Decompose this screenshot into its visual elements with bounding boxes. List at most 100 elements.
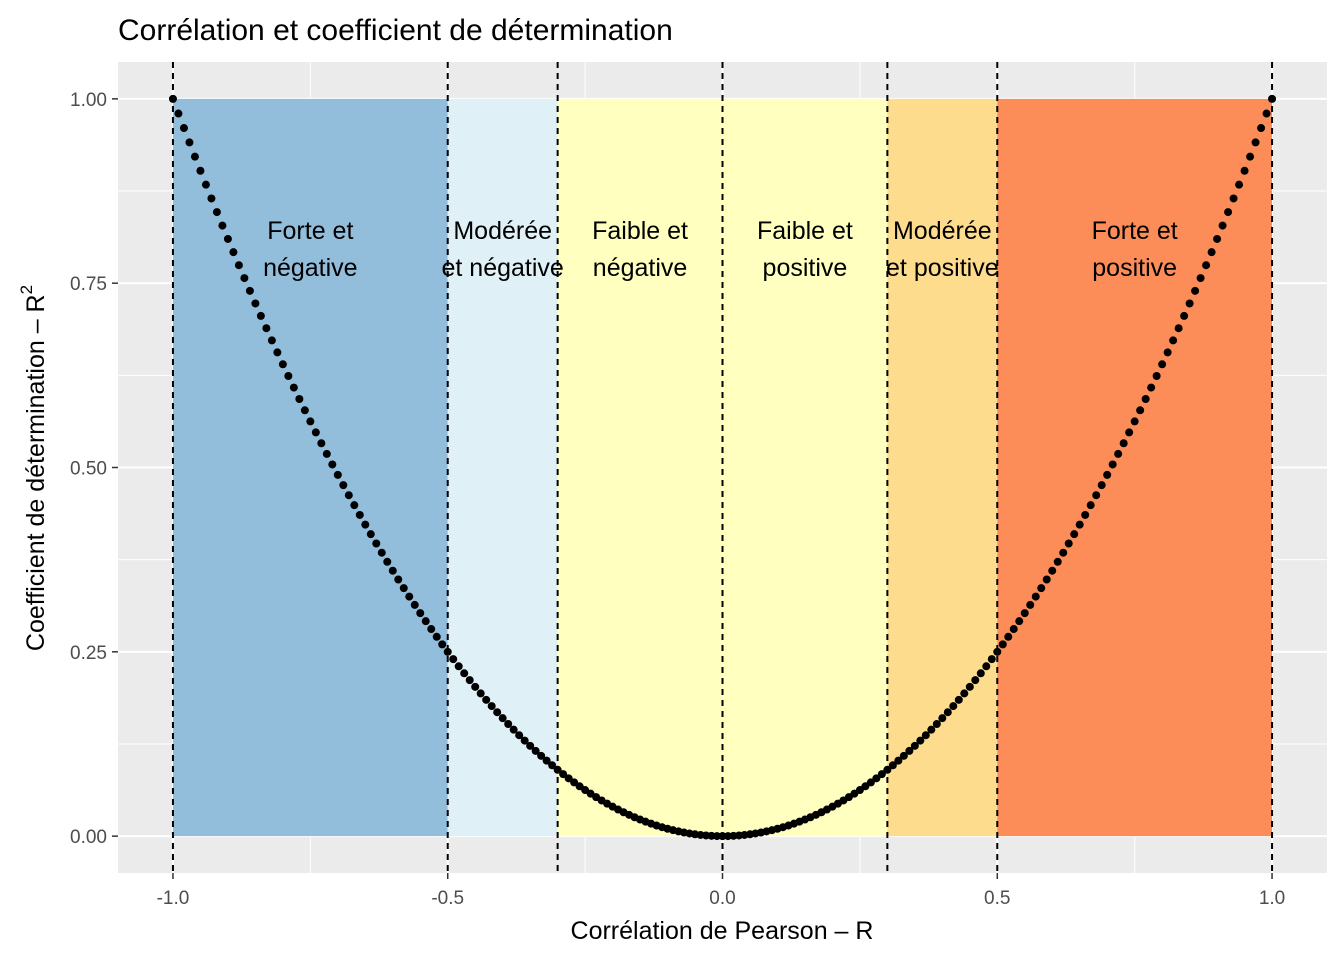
data-point (542, 756, 551, 765)
data-point (190, 152, 199, 161)
data-point (1196, 274, 1205, 283)
data-point (1147, 383, 1156, 392)
data-point (1191, 286, 1200, 295)
data-point (185, 138, 194, 147)
y-tick-label: 0.50 (70, 459, 107, 480)
scatter-points (168, 94, 1277, 841)
data-point (284, 372, 293, 381)
data-point (1004, 632, 1013, 641)
data-point (1130, 417, 1139, 426)
data-point (218, 221, 227, 230)
zone-rect (887, 98, 998, 837)
data-point (262, 324, 271, 333)
data-point (1125, 428, 1134, 437)
data-point (454, 662, 463, 671)
data-point (1042, 575, 1051, 584)
x-tick-label: 0.5 (984, 888, 1010, 909)
data-point (515, 731, 524, 740)
data-point (405, 592, 414, 601)
data-point (1213, 234, 1222, 243)
data-point (927, 725, 936, 734)
data-point (251, 299, 260, 308)
data-point (306, 417, 315, 426)
zone-label-line: négative (263, 254, 358, 282)
data-point (537, 751, 546, 760)
data-point (1202, 261, 1211, 270)
data-point (399, 584, 408, 593)
data-point (993, 647, 1002, 656)
data-point (493, 708, 502, 717)
zone-label-line: Forte et (267, 217, 353, 245)
data-point (443, 647, 452, 656)
data-point (938, 714, 947, 723)
data-point (1097, 481, 1106, 490)
data-point (427, 625, 436, 634)
data-point (487, 702, 496, 711)
data-point (943, 708, 952, 717)
data-point (460, 669, 469, 678)
zone-rect (172, 98, 448, 837)
data-point (295, 395, 304, 404)
y-tick-label: 0.00 (70, 827, 107, 848)
data-point (482, 695, 491, 704)
data-point (449, 655, 458, 664)
zone-label: Faible et positive (757, 217, 853, 282)
data-point (410, 600, 419, 609)
data-point (476, 689, 485, 698)
data-point (916, 736, 925, 745)
data-point (432, 632, 441, 641)
data-point (921, 731, 930, 740)
zone-label: Modérée et négative (442, 217, 564, 282)
data-point (899, 751, 908, 760)
threshold-lines (171, 62, 1274, 873)
data-point (438, 640, 447, 649)
correlation-zones (172, 98, 1273, 837)
zone-label-line: Faible et (757, 217, 853, 245)
zone-label-line: Modérée (453, 217, 552, 245)
data-point (223, 234, 232, 243)
zone-rect (722, 98, 888, 837)
data-point (910, 741, 919, 750)
data-point (333, 470, 342, 479)
data-point (179, 124, 188, 133)
data-point (465, 676, 474, 685)
zone-rect (997, 98, 1273, 837)
x-tick-label: 0.0 (709, 888, 735, 909)
data-point (1103, 470, 1112, 479)
zone-label: Forte et positive (1092, 217, 1178, 282)
data-point (520, 736, 529, 745)
data-point (1009, 625, 1018, 634)
x-axis-title: Corrélation de Pearson – R (571, 917, 874, 945)
y-axis-title-main: Coefficient de détermination – R (22, 294, 50, 651)
data-point (888, 761, 897, 770)
data-point (240, 274, 249, 283)
data-point (1174, 324, 1183, 333)
data-point (872, 774, 881, 783)
data-point (1251, 138, 1260, 147)
y-axis-title: Coefficient de détermination – R2 (17, 285, 50, 651)
data-point (300, 406, 309, 415)
x-tick-label: -0.5 (431, 888, 464, 909)
data-point (548, 761, 557, 770)
data-point (1141, 395, 1150, 404)
y-tick-label: 1.00 (70, 90, 107, 111)
zone-label-line: et négative (442, 254, 564, 282)
zone-label: Forte et négative (263, 217, 358, 282)
y-axis: 0.00 0.25 0.50 0.75 1.00 (70, 90, 118, 848)
data-point (1136, 406, 1145, 415)
data-point (328, 460, 337, 469)
chart-title: Corrélation et coefficient de déterminat… (118, 14, 673, 47)
data-point (954, 695, 963, 704)
zone-label-line: positive (1092, 254, 1177, 282)
data-point (559, 770, 568, 779)
data-point (311, 428, 320, 437)
data-point (212, 208, 221, 217)
data-point (207, 194, 216, 203)
data-point (971, 676, 980, 685)
data-point (1092, 491, 1101, 500)
data-point (498, 714, 507, 723)
data-point (504, 719, 513, 728)
data-point (531, 746, 540, 755)
data-point (234, 261, 243, 270)
